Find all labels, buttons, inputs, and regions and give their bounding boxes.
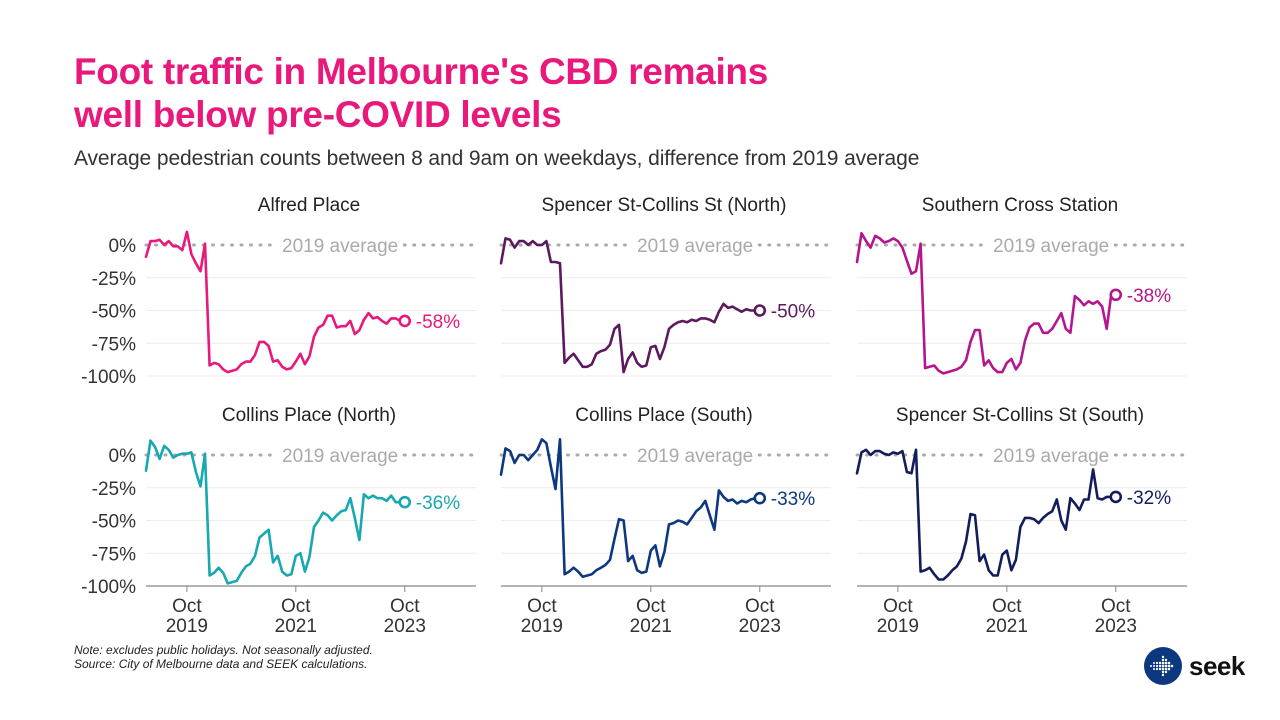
x-tick-label-year: 2021	[986, 616, 1028, 637]
reference-line-label: 2019 average	[282, 236, 398, 257]
seek-logo-text: seek	[1189, 650, 1245, 681]
series-line	[855, 448, 1118, 581]
end-value-label: -33%	[771, 489, 815, 510]
x-tick-label-month: Oct	[745, 596, 775, 617]
series-line	[144, 439, 407, 585]
x-tick-label-month: Oct	[390, 596, 420, 617]
title-line-1: Foot traffic in Melbourne's CBD remains	[74, 51, 769, 92]
end-value-label: -38%	[1127, 286, 1171, 307]
source-line: Source: City of Melbourne data and SEEK …	[74, 657, 368, 671]
y-tick-label: 0%	[109, 446, 137, 467]
x-tick-label-year: 2019	[877, 616, 919, 637]
y-tick-label: -75%	[92, 334, 136, 355]
end-point-marker	[1109, 490, 1123, 504]
y-tick-label: -25%	[92, 269, 136, 290]
end-value-label: -32%	[1127, 488, 1171, 509]
seek-arrow-logo-icon	[1144, 647, 1182, 685]
x-tick-label-month: Oct	[883, 596, 913, 617]
end-value-label: -50%	[771, 302, 815, 323]
x-tick-label-year: 2023	[384, 616, 426, 637]
x-tick-label-month: Oct	[636, 596, 666, 617]
y-tick-label: -75%	[92, 544, 136, 565]
end-value-label: -36%	[416, 493, 460, 514]
title-line-2: well below pre-COVID levels	[74, 94, 562, 135]
series-line	[499, 437, 762, 579]
end-point-marker	[1109, 288, 1123, 302]
end-point-marker	[753, 491, 767, 505]
note-line: Note: excludes public holidays. Not seas…	[74, 643, 373, 657]
end-point-marker	[398, 495, 412, 509]
y-tick-label: -100%	[81, 577, 136, 598]
x-tick-label-year: 2019	[166, 616, 208, 637]
x-tick-label-year: 2019	[521, 616, 563, 637]
x-tick-label-year: 2021	[630, 616, 672, 637]
y-tick-label: -50%	[92, 512, 136, 533]
series-line	[499, 237, 762, 374]
x-tick-label-year: 2021	[275, 616, 317, 637]
y-tick-label: -25%	[92, 479, 136, 500]
y-tick-label: -50%	[92, 302, 136, 323]
panel-title: Collins Place (South)	[575, 405, 752, 426]
panel-title: Collins Place (North)	[222, 405, 396, 426]
reference-line-label: 2019 average	[993, 446, 1109, 467]
reference-line-label: 2019 average	[637, 446, 753, 467]
footnote: Note: excludes public holidays. Not seas…	[74, 643, 373, 671]
x-tick-label-month: Oct	[527, 596, 557, 617]
end-value-label: -58%	[416, 312, 460, 333]
x-tick-label-year: 2023	[739, 616, 781, 637]
reference-line-label: 2019 average	[637, 236, 753, 257]
x-tick-label-month: Oct	[992, 596, 1022, 617]
panel-title: Spencer St-Collins St (North)	[542, 195, 787, 216]
end-point-marker	[398, 314, 412, 328]
chart-subtitle: Average pedestrian counts between 8 and …	[74, 147, 920, 170]
reference-line-label: 2019 average	[993, 236, 1109, 257]
panel-title: Alfred Place	[258, 195, 360, 216]
seek-logo: seek	[1143, 646, 1245, 686]
x-tick-label-month: Oct	[172, 596, 202, 617]
panel-title: Southern Cross Station	[922, 195, 1118, 216]
panel-title: Spencer St-Collins St (South)	[896, 405, 1144, 426]
y-tick-label: 0%	[109, 236, 137, 257]
chart-title: Foot traffic in Melbourne's CBD remains …	[74, 50, 974, 136]
end-point-marker	[753, 304, 767, 317]
x-tick-label-month: Oct	[281, 596, 311, 617]
x-tick-label-year: 2023	[1095, 616, 1137, 637]
series-line	[144, 230, 407, 374]
reference-line-label: 2019 average	[282, 446, 398, 467]
series-line	[855, 231, 1118, 375]
x-tick-label-month: Oct	[1101, 596, 1131, 617]
y-tick-label: -100%	[81, 367, 136, 388]
